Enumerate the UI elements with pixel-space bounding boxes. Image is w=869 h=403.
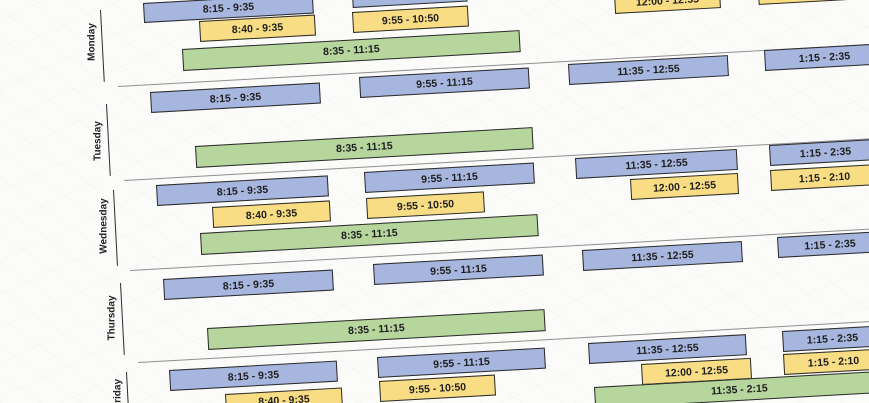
tuesday-block-1[interactable]: 8:15 - 9:35 <box>150 82 321 113</box>
friday-block-6[interactable]: 9:55 - 10:50 <box>379 374 496 402</box>
wednesday-block-6[interactable]: 9:55 - 10:50 <box>366 191 485 219</box>
thursday-block-3[interactable]: 11:35 - 12:55 <box>582 241 743 271</box>
day-divider-tuesday <box>106 103 111 176</box>
thursday-block-1[interactable]: 8:15 - 9:35 <box>163 269 334 300</box>
thursday-block-2[interactable]: 9:55 - 11:15 <box>373 254 544 285</box>
day-label-tuesday: Tuesday <box>92 121 104 161</box>
day-divider-thursday <box>120 282 125 355</box>
wednesday-block-2[interactable]: 9:55 - 11:15 <box>364 162 535 193</box>
day-label-wednesday: Wednesday <box>98 198 110 254</box>
friday-block-2[interactable]: 9:55 - 11:15 <box>377 347 546 378</box>
day-label-friday: Friday <box>112 378 124 403</box>
friday-block-8[interactable]: 1:15 - 2:10 <box>783 348 869 375</box>
friday-block-4[interactable]: 1:15 - 2:35 <box>782 325 869 352</box>
friday-block-1[interactable]: 8:15 - 9:35 <box>169 360 338 391</box>
thursday-block-4[interactable]: 1:15 - 2:35 <box>777 231 869 258</box>
day-divider-friday <box>126 371 130 403</box>
wednesday-block-8[interactable]: 1:15 - 2:10 <box>770 163 869 191</box>
monday-block-7[interactable] <box>758 0 869 5</box>
day-divider-wednesday <box>113 189 118 266</box>
day-divider-monday <box>100 9 105 82</box>
friday-block-5[interactable]: 8:40 - 9:35 <box>225 387 343 403</box>
monday-block-4[interactable]: 9:55 - 10:50 <box>352 5 469 33</box>
wednesday-block-5[interactable]: 8:40 - 9:35 <box>212 200 331 228</box>
thursday-block-5[interactable]: 8:35 - 11:15 <box>207 309 546 350</box>
wednesday-block-7[interactable]: 12:00 - 12:55 <box>630 172 740 200</box>
tuesday-block-5[interactable]: 8:35 - 11:15 <box>195 127 534 168</box>
tuesday-block-4[interactable]: 1:15 - 2:35 <box>764 43 869 71</box>
monday-block-6[interactable]: 12:00 - 12:55 <box>614 0 721 14</box>
day-label-monday: Monday <box>86 23 98 61</box>
day-label-thursday: Thursday <box>106 295 118 341</box>
